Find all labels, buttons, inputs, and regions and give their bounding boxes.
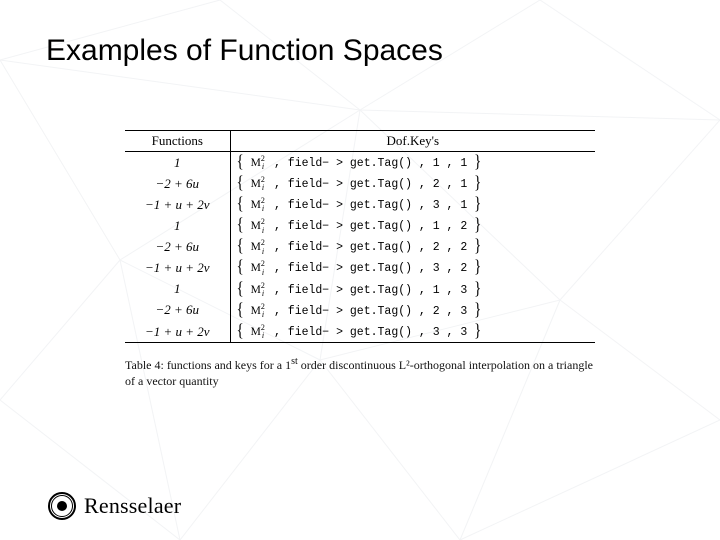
function-spaces-table: Functions Dof.Key's 1{ M2i , field− > ge…: [125, 130, 595, 343]
dofkey-cell: { M2i , field− > get.Tag() , 3 , 3 }: [230, 321, 595, 343]
function-cell: −1 + u + 2v: [125, 321, 230, 343]
rensselaer-seal-icon: [48, 492, 76, 520]
function-cell: −1 + u + 2v: [125, 257, 230, 278]
dofkey-cell: { M2i , field− > get.Tag() , 1 , 3 }: [230, 279, 595, 300]
footer-logo: Rensselaer: [48, 492, 181, 520]
table-row: −1 + u + 2v{ M2i , field− > get.Tag() , …: [125, 194, 595, 215]
dofkey-cell: { M2i , field− > get.Tag() , 3 , 1 }: [230, 194, 595, 215]
function-spaces-table-wrap: Functions Dof.Key's 1{ M2i , field− > ge…: [125, 130, 595, 389]
slide-title: Examples of Function Spaces: [0, 0, 720, 68]
table-caption: Table 4: functions and keys for a 1st or…: [125, 355, 595, 389]
function-cell: −1 + u + 2v: [125, 194, 230, 215]
dofkey-cell: { M2i , field− > get.Tag() , 1 , 1 }: [230, 152, 595, 174]
function-cell: −2 + 6u: [125, 173, 230, 194]
function-cell: −2 + 6u: [125, 300, 230, 321]
table-row: −1 + u + 2v{ M2i , field− > get.Tag() , …: [125, 321, 595, 343]
dofkey-cell: { M2i , field− > get.Tag() , 2 , 1 }: [230, 173, 595, 194]
table-row: −2 + 6u{ M2i , field− > get.Tag() , 2 , …: [125, 173, 595, 194]
table-row: 1{ M2i , field− > get.Tag() , 1 , 3 }: [125, 279, 595, 300]
rensselaer-wordmark: Rensselaer: [84, 493, 181, 519]
dofkey-cell: { M2i , field− > get.Tag() , 3 , 2 }: [230, 257, 595, 278]
dofkey-cell: { M2i , field− > get.Tag() , 1 , 2 }: [230, 215, 595, 236]
function-cell: 1: [125, 152, 230, 174]
table-row: 1{ M2i , field− > get.Tag() , 1 , 1 }: [125, 152, 595, 174]
dofkey-cell: { M2i , field− > get.Tag() , 2 , 2 }: [230, 236, 595, 257]
table-header-functions: Functions: [125, 131, 230, 152]
table-header-dofkeys: Dof.Key's: [230, 131, 595, 152]
table-row: −1 + u + 2v{ M2i , field− > get.Tag() , …: [125, 257, 595, 278]
function-cell: 1: [125, 279, 230, 300]
dofkey-cell: { M2i , field− > get.Tag() , 2 , 3 }: [230, 300, 595, 321]
function-cell: 1: [125, 215, 230, 236]
table-row: −2 + 6u{ M2i , field− > get.Tag() , 2 , …: [125, 300, 595, 321]
function-cell: −2 + 6u: [125, 236, 230, 257]
table-row: 1{ M2i , field− > get.Tag() , 1 , 2 }: [125, 215, 595, 236]
table-row: −2 + 6u{ M2i , field− > get.Tag() , 2 , …: [125, 236, 595, 257]
